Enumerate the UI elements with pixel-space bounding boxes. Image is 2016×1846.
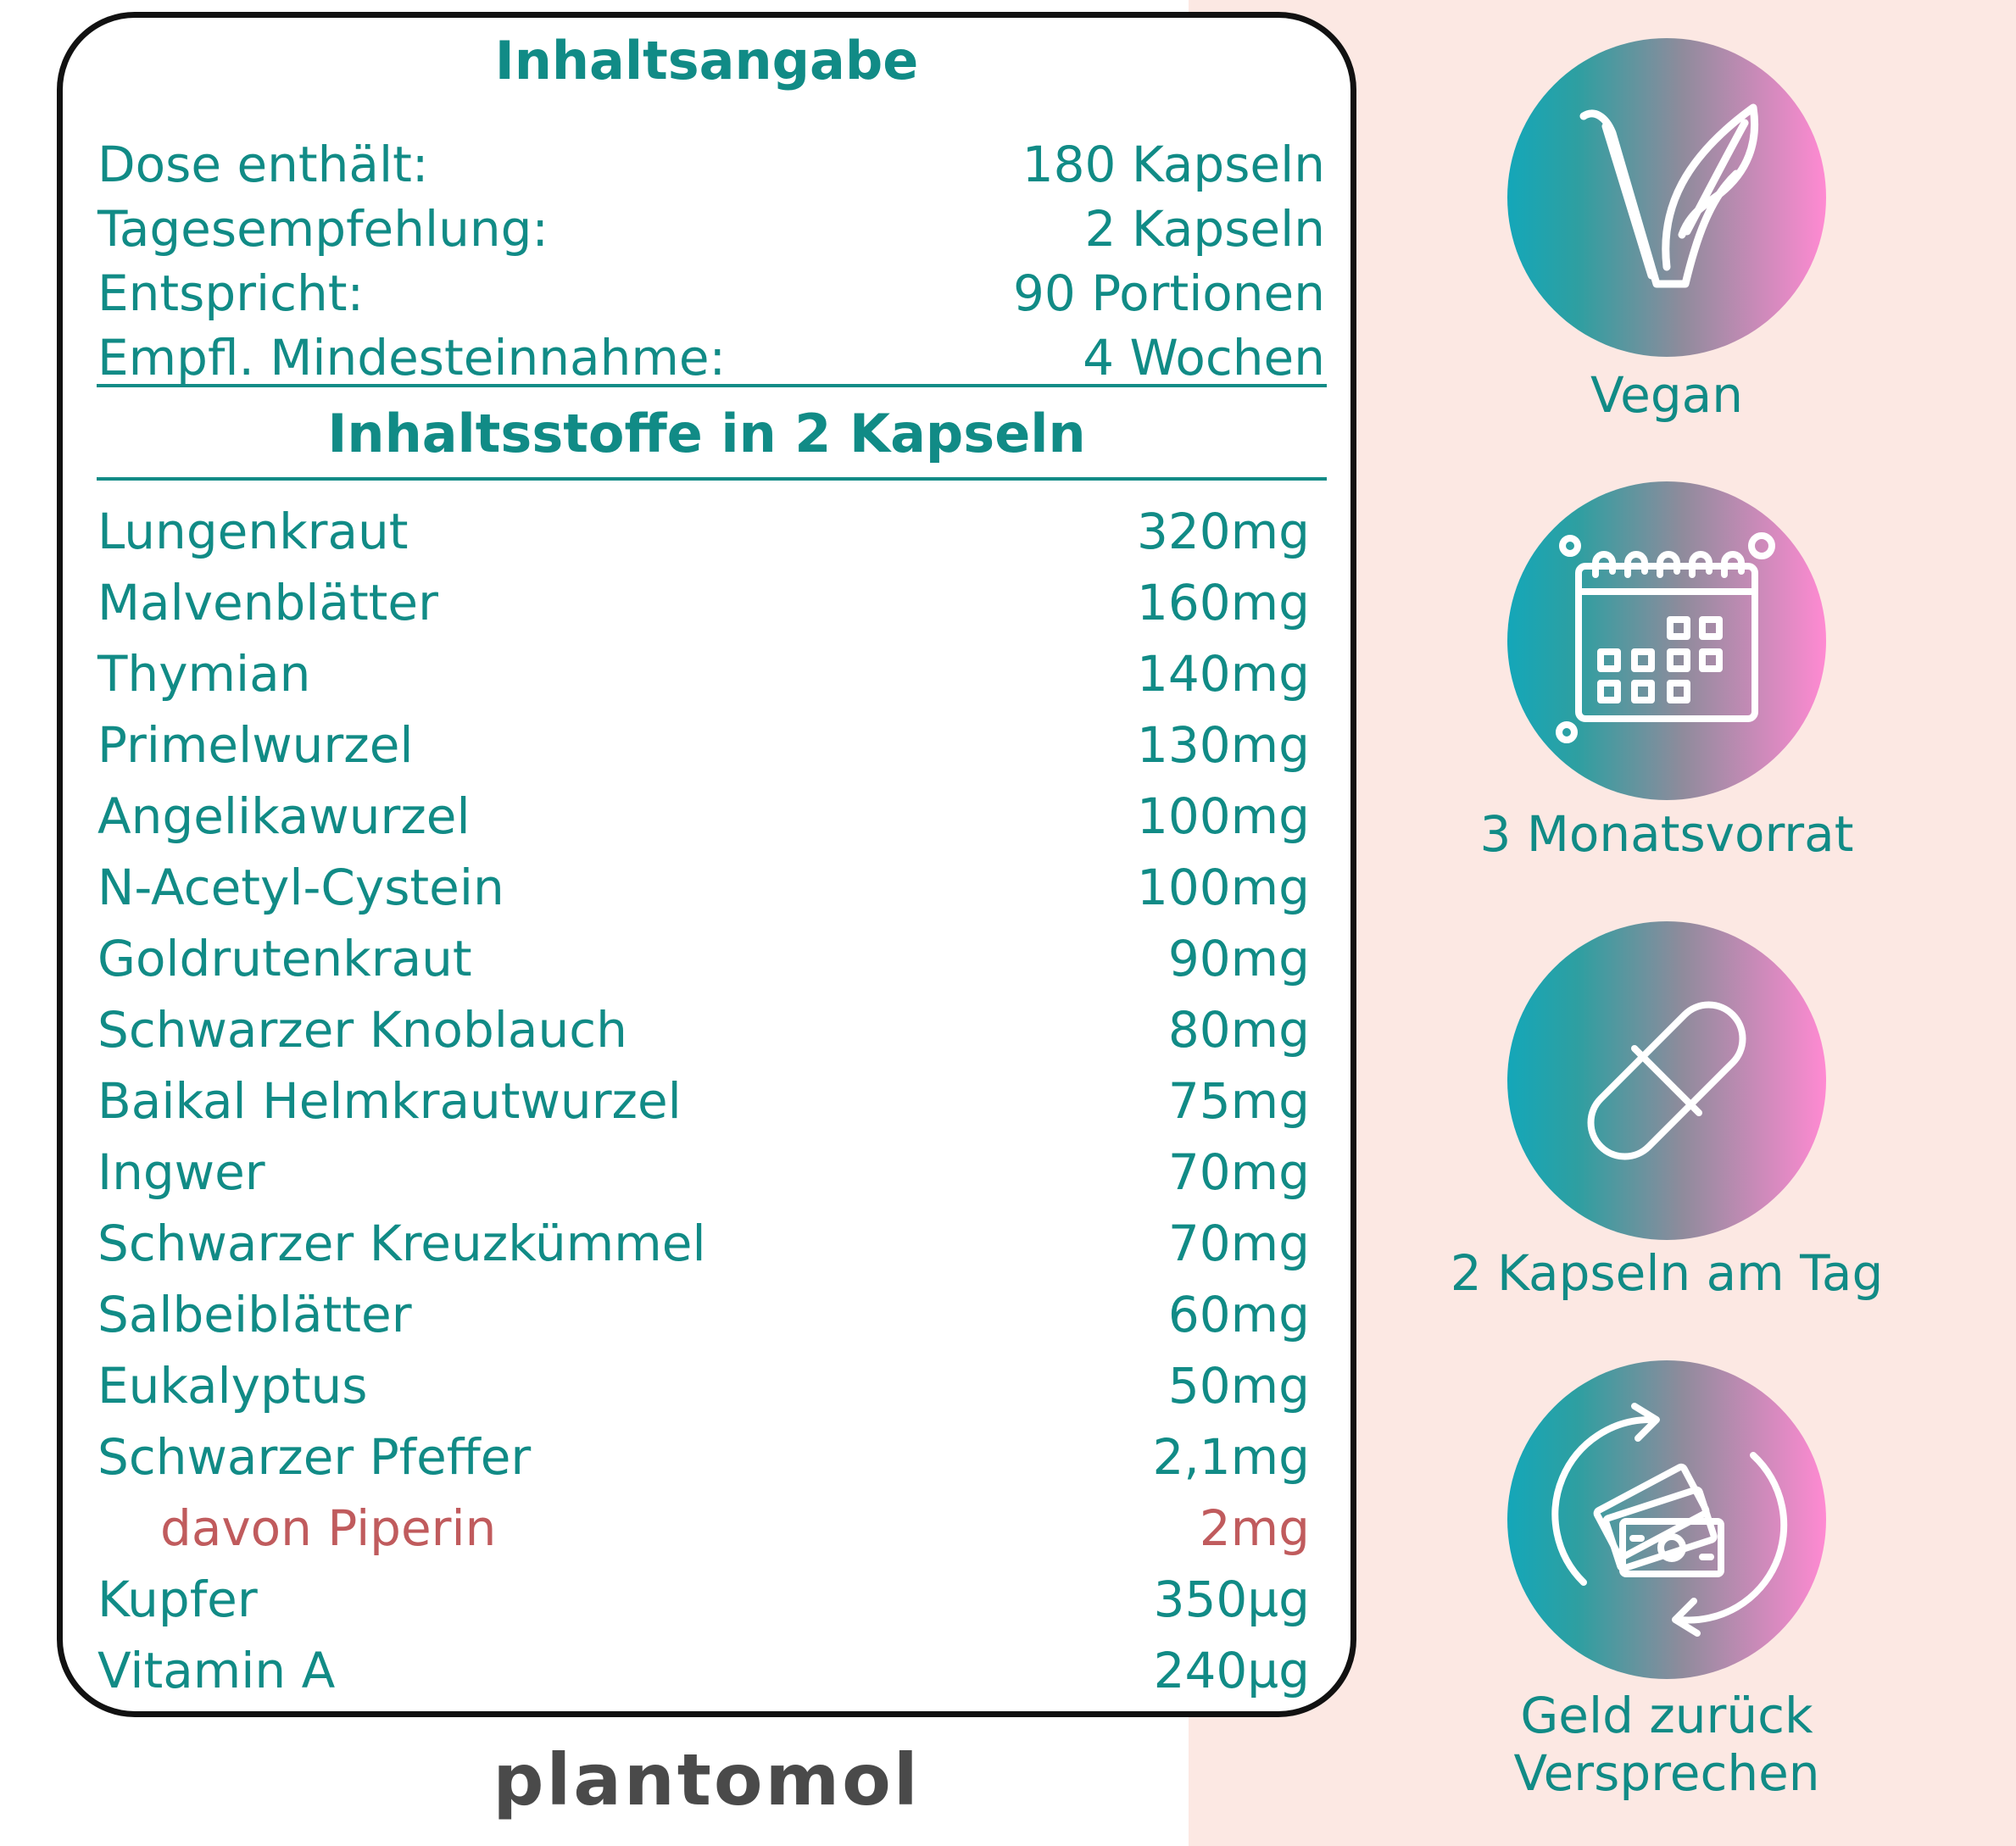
summary-row-portions: Entspricht: 90 Portionen [97, 261, 1325, 325]
ingredient-name: Schwarzer Pfeffer [97, 1427, 532, 1486]
ingredient-amount: 160mg [1136, 573, 1310, 631]
summary-row-capsules: Dose enthält: 180 Kapseln [97, 132, 1325, 196]
ingredient-name: Goldrutenkraut [97, 929, 472, 987]
ingredient-amount: 80mg [1167, 1000, 1310, 1059]
money-back-label: Geld zurück Versprechen [1513, 1687, 1820, 1803]
money-back-badge [1507, 1360, 1826, 1679]
ingredient-amount: 100mg [1136, 787, 1310, 845]
ingredient-row: Goldrutenkraut 90mg [97, 926, 1310, 990]
ingredient-amount: 2,1mg [1152, 1427, 1310, 1486]
summary-row-min-intake: Empfl. Mindesteinnahme: 4 Wochen [97, 325, 1325, 389]
summary-label: Empfl. Mindesteinnahme: [97, 328, 727, 386]
ingredient-amount: 50mg [1167, 1356, 1310, 1415]
ingredient-row: N-Acetyl-Cystein 100mg [97, 855, 1310, 919]
ingredient-name: Ingwer [97, 1143, 265, 1201]
ingredient-row: Salbeiblätter 60mg [97, 1282, 1310, 1346]
vegan-leaf-icon [1579, 103, 1759, 288]
ingredient-amount: 320mg [1136, 502, 1310, 560]
ingredient-row: Baikal Helmkrautwurzel 75mg [97, 1069, 1310, 1132]
summary-value: 180 Kapseln [1022, 135, 1325, 193]
ingredient-row: Angelikawurzel 100mg [97, 784, 1310, 848]
summary-value: 90 Portionen [1012, 264, 1325, 322]
daily-dose-label: 2 Kapseln am Tag [1450, 1244, 1884, 1302]
ingredient-row: Schwarzer Kreuzkümmel 70mg [97, 1211, 1310, 1275]
ingredient-sub-row: davon Piperin 2mg [97, 1496, 1310, 1560]
ingredient-row: Primelwurzel 130mg [97, 713, 1310, 776]
brand-logo: plantomol [493, 1738, 921, 1821]
capsule-badge [1507, 921, 1826, 1240]
vegan-label: Vegan [1590, 366, 1743, 424]
ingredient-row: Lungenkraut 320mg [97, 499, 1310, 563]
divider-line [97, 477, 1327, 481]
ingredient-amount: 140mg [1136, 644, 1310, 703]
ingredient-name: Kupfer [97, 1570, 258, 1628]
ingredient-name: Baikal Helmkrautwurzel [97, 1071, 682, 1130]
money-back-icon [1551, 1403, 1788, 1637]
summary-label: Tagesempfehlung: [97, 199, 549, 258]
summary-label: Entspricht: [97, 264, 365, 322]
ingredient-row: Vitamin A 240µg [97, 1638, 1310, 1702]
supply-badge [1507, 481, 1826, 800]
ingredient-amount: 350µg [1153, 1570, 1310, 1628]
calendar-icon [1556, 532, 1775, 743]
ingredient-name: davon Piperin [160, 1498, 497, 1557]
ingredient-amount: 70mg [1167, 1143, 1310, 1201]
ingredient-amount: 2mg [1199, 1498, 1310, 1557]
ingredient-row: Ingwer 70mg [97, 1140, 1310, 1204]
ingredient-name: Malvenblätter [97, 573, 438, 631]
ingredient-row: Thymian 140mg [97, 642, 1310, 705]
ingredient-name: N-Acetyl-Cystein [97, 858, 504, 916]
ingredients-card: Inhaltsangabe Dose enthält: 180 Kapseln … [57, 12, 1356, 1717]
ingredient-amount: 90mg [1167, 929, 1310, 987]
ingredient-amount: 130mg [1136, 715, 1310, 774]
ingredient-row: Schwarzer Knoblauch 80mg [97, 998, 1310, 1061]
ingredient-name: Thymian [97, 644, 311, 703]
ingredient-name: Vitamin A [97, 1641, 336, 1699]
capsule-icon [1587, 1001, 1746, 1160]
ingredient-row: Schwarzer Pfeffer 2,1mg [97, 1425, 1310, 1488]
ingredient-name: Salbeiblätter [97, 1285, 412, 1343]
ingredient-amount: 70mg [1167, 1214, 1310, 1272]
vegan-badge [1507, 38, 1826, 357]
ingredient-name: Primelwurzel [97, 715, 414, 774]
ingredient-name: Lungenkraut [97, 502, 409, 560]
summary-label: Dose enthält: [97, 135, 429, 193]
ingredient-name: Schwarzer Knoblauch [97, 1000, 627, 1059]
ingredient-row: Kupfer 350µg [97, 1567, 1310, 1631]
ingredient-name: Angelikawurzel [97, 787, 471, 845]
ingredient-name: Eukalyptus [97, 1356, 368, 1415]
summary-value: 4 Wochen [1083, 328, 1325, 386]
ingredient-name: Schwarzer Kreuzkümmel [97, 1214, 706, 1272]
divider-line [97, 384, 1327, 387]
ingredient-amount: 75mg [1167, 1071, 1310, 1130]
ingredient-amount: 240µg [1153, 1641, 1310, 1699]
ingredient-row: Malvenblätter 160mg [97, 570, 1310, 634]
ingredients-title: Inhaltsstoffe in 2 Kapseln [327, 403, 1086, 464]
ingredient-amount: 60mg [1167, 1285, 1310, 1343]
summary-row-daily-dose: Tagesempfehlung: 2 Kapseln [97, 197, 1325, 260]
ingredient-row: Eukalyptus 50mg [97, 1354, 1310, 1417]
card-title: Inhaltsangabe [494, 30, 919, 92]
summary-value: 2 Kapseln [1084, 199, 1326, 258]
ingredient-amount: 100mg [1136, 858, 1310, 916]
supply-label: 3 Monatsvorrat [1479, 805, 1854, 863]
